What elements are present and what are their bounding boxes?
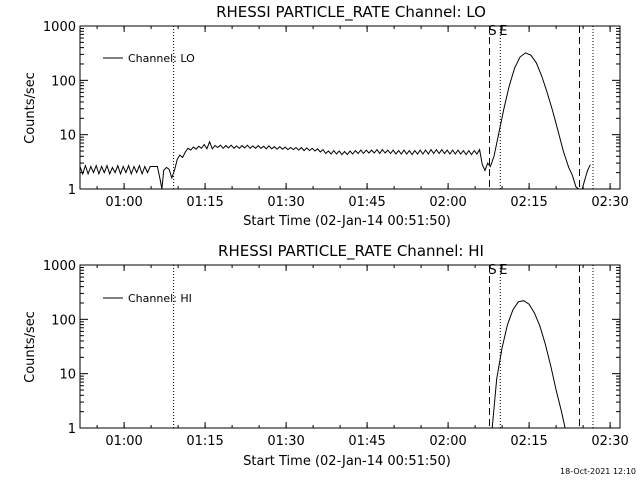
- x-tick-label: 01:00: [105, 195, 142, 210]
- data-series: [491, 300, 566, 429]
- marker-label: E: [499, 24, 507, 39]
- x-tick-label: 02:00: [429, 195, 466, 210]
- legend: Channel: HI: [103, 292, 192, 305]
- x-tick-label: 01:30: [267, 195, 304, 210]
- plot-frame: [79, 264, 621, 429]
- marker-label: E: [499, 263, 507, 278]
- y-axis-label: Counts/sec: [23, 72, 38, 144]
- plot-frame: [79, 25, 621, 190]
- legend: Channel: LO: [103, 52, 195, 65]
- x-axis: 01:00 01:15 01:30 01:45 02:00 02:15 02:30: [96, 26, 629, 210]
- x-axis-label: Start Time (02-Jan-14 00:51:50): [243, 454, 451, 469]
- y-tick-label: 10: [59, 129, 76, 144]
- marker-label: S: [488, 24, 496, 39]
- y-tick-label: 100: [51, 74, 76, 89]
- x-tick-label: 02:15: [510, 434, 547, 449]
- marker-label: S: [488, 263, 496, 278]
- x-tick-label: 01:45: [348, 434, 385, 449]
- panel-channel-lo: RHESSI PARTICLE_RATE Channel: LO 01:00 01…: [23, 3, 629, 229]
- footer-timestamp: 18-Oct-2021 12:10: [560, 467, 636, 476]
- y-tick-label: 10: [59, 368, 76, 383]
- x-tick-label: 02:00: [429, 434, 466, 449]
- series-line: [491, 300, 566, 429]
- y-tick-label: 1: [68, 422, 76, 437]
- panel-channel-hi: RHESSI PARTICLE_RATE Channel: HI 01:00 01…: [23, 242, 629, 469]
- data-series: [79, 52, 591, 190]
- x-tick-label: 01:15: [186, 434, 223, 449]
- x-axis-label: Start Time (02-Jan-14 00:51:50): [243, 214, 451, 229]
- y-tick-label: 1000: [43, 259, 76, 274]
- legend-entry: Channel: LO: [128, 52, 195, 65]
- legend-entry: Channel: HI: [128, 292, 192, 305]
- y-tick-label: 1000: [43, 20, 76, 35]
- x-tick-label: 01:00: [105, 434, 142, 449]
- chart-title: RHESSI PARTICLE_RATE Channel: HI: [218, 242, 484, 261]
- x-tick-label: 01:45: [348, 195, 385, 210]
- x-axis: 01:00 01:15 01:30 01:45 02:00 02:15 02:30: [96, 265, 629, 449]
- x-tick-label: 02:15: [510, 195, 547, 210]
- x-tick-label: 02:30: [591, 195, 628, 210]
- y-axis: 1 10 100 1000: [43, 20, 620, 198]
- y-tick-label: 100: [51, 313, 76, 328]
- y-axis: 1 10 100 1000: [43, 259, 620, 437]
- x-tick-label: 01:15: [186, 195, 223, 210]
- y-tick-label: 1: [68, 183, 76, 198]
- y-axis-label: Counts/sec: [23, 311, 38, 383]
- chart-title: RHESSI PARTICLE_RATE Channel: LO: [216, 3, 486, 22]
- series-line: [79, 52, 591, 190]
- x-tick-label: 02:30: [591, 434, 628, 449]
- x-tick-label: 01:30: [267, 434, 304, 449]
